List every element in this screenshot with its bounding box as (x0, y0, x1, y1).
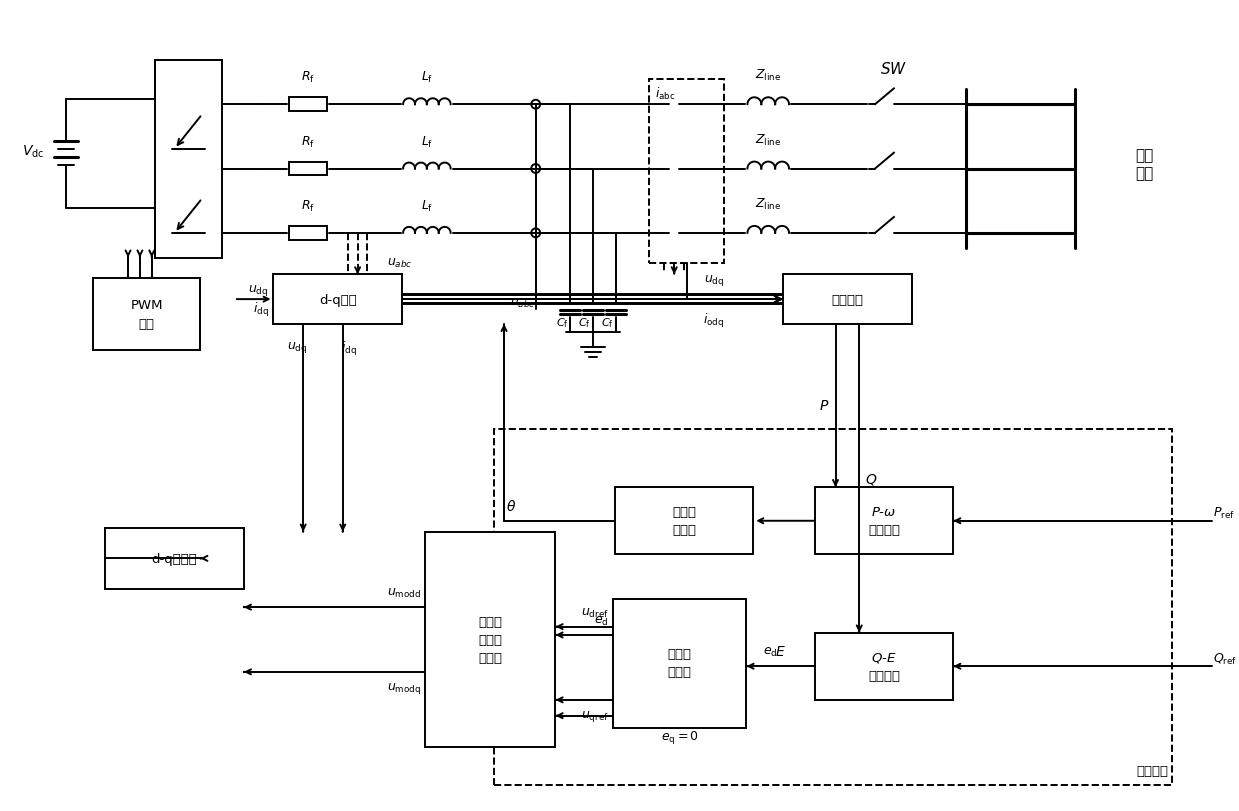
Text: $e_{\rm q}=0$: $e_{\rm q}=0$ (660, 727, 699, 744)
Text: $V_{\rm dc}$: $V_{\rm dc}$ (21, 144, 43, 160)
Bar (815, 487, 953, 555)
Text: $e_{\rm d}$: $e_{\rm d}$ (595, 614, 608, 627)
Bar (649, 80, 724, 264)
Text: $C_{\rm f}$: $C_{\rm f}$ (579, 315, 591, 329)
Text: $e_{\rm d}$: $e_{\rm d}$ (763, 646, 778, 659)
Bar (290, 226, 327, 241)
Bar (783, 275, 912, 324)
Text: 调制: 调制 (139, 318, 155, 331)
Text: $Q$: $Q$ (865, 471, 877, 486)
Text: $u_{abc}$: $u_{abc}$ (388, 256, 413, 270)
Bar (615, 487, 753, 555)
Text: PWM: PWM (130, 298, 164, 311)
Text: $u_{\rm modd}$: $u_{\rm modd}$ (387, 586, 421, 599)
Text: $Z_{\rm line}$: $Z_{\rm line}$ (755, 132, 782, 148)
Bar (613, 599, 746, 727)
Bar (290, 162, 327, 176)
Text: $u_{\rm modq}$: $u_{\rm modq}$ (387, 680, 421, 695)
Text: $L_{\rm f}$: $L_{\rm f}$ (421, 135, 432, 149)
Text: $Q$-$E$: $Q$-$E$ (871, 650, 897, 664)
Text: $u_{\rm dq}$: $u_{\rm dq}$ (704, 273, 724, 288)
Text: $C_{\rm f}$: $C_{\rm f}$ (555, 315, 569, 329)
Text: $i_{\rm abc}$: $i_{\rm abc}$ (655, 85, 676, 101)
Bar (274, 275, 403, 324)
Text: $i_{\rm dq}$: $i_{\rm dq}$ (341, 339, 357, 358)
Text: 虚拟阻: 虚拟阻 (668, 647, 691, 660)
Bar (93, 279, 201, 350)
Text: $Z_{\rm line}$: $Z_{\rm line}$ (755, 68, 782, 84)
Text: 下垂控制: 下垂控制 (869, 669, 900, 682)
Text: $L_{\rm f}$: $L_{\rm f}$ (421, 71, 432, 85)
Text: 环控制: 环控制 (478, 651, 502, 664)
Bar (425, 532, 555, 748)
Text: 动方程: 动方程 (672, 524, 696, 537)
Bar (290, 98, 327, 112)
Bar (494, 429, 1172, 785)
Text: d-q变换: d-q变换 (318, 294, 357, 307)
Text: $SW$: $SW$ (880, 62, 907, 77)
Text: 抗控制: 抗控制 (668, 665, 691, 678)
Text: $R_{\rm f}$: $R_{\rm f}$ (301, 199, 315, 214)
Text: $P_{\rm ref}$: $P_{\rm ref}$ (1213, 506, 1235, 521)
Text: 功率计算: 功率计算 (831, 294, 864, 307)
Text: $u_{\rm dref}$: $u_{\rm dref}$ (581, 606, 608, 619)
Text: $P$-$\omega$: $P$-$\omega$ (871, 506, 897, 519)
Text: $Z_{\rm line}$: $Z_{\rm line}$ (755, 197, 782, 212)
Text: $P$: $P$ (819, 399, 830, 413)
Text: 功率控制: 功率控制 (1136, 764, 1168, 777)
Text: $u_{abc}$: $u_{abc}$ (510, 296, 535, 309)
Text: $Q_{\rm ref}$: $Q_{\rm ref}$ (1213, 651, 1238, 666)
Text: $u_{\rm dq}$: $u_{\rm dq}$ (248, 282, 269, 298)
Text: 转子摆: 转子摆 (672, 506, 696, 519)
Bar (815, 633, 953, 700)
Text: $C_{\rm f}$: $C_{\rm f}$ (601, 315, 613, 329)
Text: $R_{\rm f}$: $R_{\rm f}$ (301, 135, 315, 149)
Text: $L_{\rm f}$: $L_{\rm f}$ (421, 199, 432, 214)
Text: $i_{\rm odq}$: $i_{\rm odq}$ (704, 311, 725, 329)
Text: 交流
母线: 交流 母线 (1135, 148, 1154, 181)
Text: $u_{\rm qref}$: $u_{\rm qref}$ (581, 708, 608, 723)
Bar (155, 61, 222, 258)
Text: $i_{\rm dq}$: $i_{\rm dq}$ (253, 301, 269, 319)
Text: 下垂控制: 下垂控制 (869, 524, 900, 537)
Bar (105, 528, 244, 590)
Text: 电压电: 电压电 (478, 616, 502, 629)
Text: $R_{\rm f}$: $R_{\rm f}$ (301, 71, 315, 85)
Text: $u_{\rm dq}$: $u_{\rm dq}$ (287, 339, 307, 354)
Text: $E$: $E$ (776, 645, 786, 659)
Text: $\theta$: $\theta$ (506, 498, 517, 513)
Text: d-q反变换: d-q反变换 (151, 552, 197, 565)
Text: 流双闭: 流双闭 (478, 633, 502, 646)
